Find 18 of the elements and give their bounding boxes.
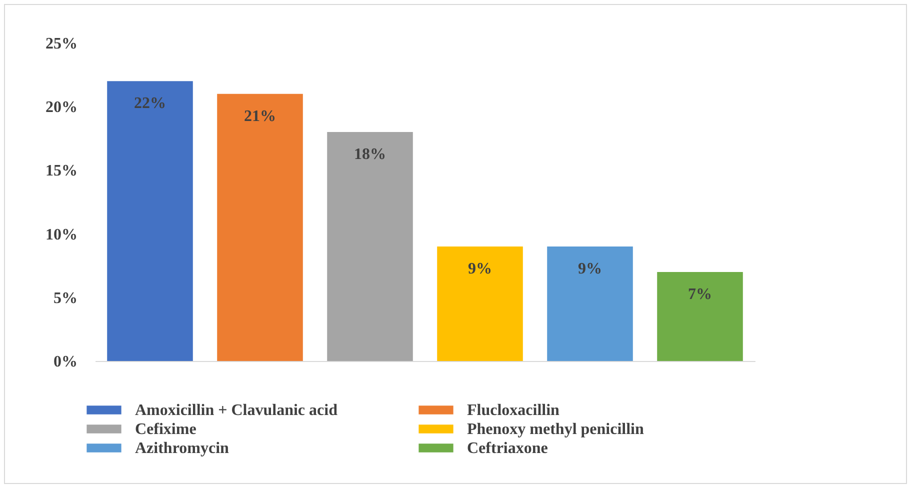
y-tick-label: 0% [54, 354, 78, 370]
legend-label: Cefixime [135, 421, 196, 438]
y-tick-label: 25% [46, 36, 78, 52]
y-tick-label: 5% [54, 290, 78, 307]
y-tick-label: 10% [46, 226, 78, 244]
y-tick-label: 20% [46, 99, 78, 116]
data-label: 18% [354, 146, 386, 164]
legend-label: Ceftriaxone [467, 440, 548, 457]
y-tick-label: 15% [46, 162, 78, 180]
legend-label: Phenoxy methyl penicillin [467, 421, 644, 438]
data-label: 9% [468, 260, 492, 278]
data-label: 22% [134, 95, 166, 112]
data-label: 21% [244, 108, 276, 125]
legend-label: Flucloxacillin [467, 402, 560, 419]
legend-label: Azithromycin [135, 440, 230, 457]
legend-label: Amoxicillin + Clavulanic acid [135, 402, 338, 419]
data-label: 9% [578, 260, 602, 278]
data-label: 7% [688, 286, 712, 303]
